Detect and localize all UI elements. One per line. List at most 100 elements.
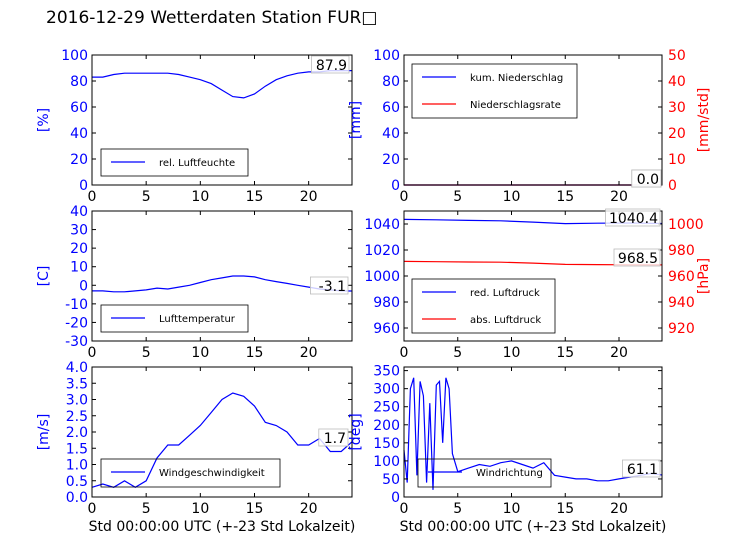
legend-box xyxy=(100,148,249,177)
series-line-wind_dir-0 xyxy=(403,377,663,490)
y-tick-label: 80 xyxy=(70,74,88,90)
x-tick-label: 10 xyxy=(191,345,209,361)
y-tick-label: 30 xyxy=(70,223,88,239)
legend-box xyxy=(100,458,281,488)
value-label: -3.1 xyxy=(319,279,346,295)
legend-box xyxy=(411,63,578,119)
legend-label: abs. Luftdruck xyxy=(470,315,541,326)
value-label-box xyxy=(318,428,349,447)
x-tick-label: 15 xyxy=(246,189,264,205)
x-tick-label: 0 xyxy=(88,189,97,205)
value-label-box xyxy=(605,208,661,227)
plot-frame xyxy=(403,54,663,186)
y-tick-label: 100 xyxy=(373,454,400,470)
legend-box xyxy=(417,458,552,488)
value-label: 1.7 xyxy=(324,431,346,447)
series-line-temperature-0 xyxy=(92,275,353,293)
y2-tick-label: 50 xyxy=(668,48,686,64)
y-tick-label: 10 xyxy=(70,260,88,276)
y-tick-label: 150 xyxy=(373,436,400,452)
x-axis-label: Std 00:00:00 UTC (+-23 Std Lokalzeit) xyxy=(400,519,667,535)
value-label: 968.5 xyxy=(618,251,658,267)
y-tick-label: 1.5 xyxy=(66,441,88,457)
plot-frame xyxy=(403,366,663,498)
x-tick-label: 15 xyxy=(246,501,264,517)
y-tick-label: 300 xyxy=(373,382,400,398)
legend-label: kum. Niederschlag xyxy=(470,73,563,84)
panel-precip: 0 5 10 15 20 0 20 40 60 80 100 0 10 20 30 40 50 [mm] [mm/s… xyxy=(348,48,712,205)
y-axis-label: [mm] xyxy=(348,101,364,139)
y-tick-label: 40 xyxy=(70,126,88,142)
legend-label: Windrichtung xyxy=(476,468,543,479)
x-tick-label: 15 xyxy=(556,345,574,361)
value-label-box xyxy=(310,55,350,74)
x-tick-label: 5 xyxy=(142,501,151,517)
y-tick-label: 960 xyxy=(373,321,400,337)
x-tick-label: 15 xyxy=(246,345,264,361)
y-tick-label: -20 xyxy=(65,315,88,331)
x-tick-label: 5 xyxy=(453,189,462,205)
x-tick-label: 0 xyxy=(88,501,97,517)
y2-tick-label: 980 xyxy=(668,243,695,259)
x-tick-label: 10 xyxy=(503,189,521,205)
y-axis-label: [C] xyxy=(36,266,52,287)
x-tick-label: 5 xyxy=(142,189,151,205)
x-tick-label: 10 xyxy=(191,189,209,205)
y2-tick-label: 1000 xyxy=(668,217,704,233)
legend-label: Niederschlagsrate xyxy=(470,100,561,111)
x-tick-label: 20 xyxy=(610,501,628,517)
value-label-box xyxy=(309,276,349,295)
x-tick-label: 15 xyxy=(556,501,574,517)
y-tick-label: 980 xyxy=(373,295,400,311)
x-tick-label: 15 xyxy=(556,189,574,205)
x-tick-label: 0 xyxy=(400,345,409,361)
y-axis-label: [%] xyxy=(36,108,52,132)
y-tick-label: 100 xyxy=(373,48,400,64)
y-tick-label: 50 xyxy=(382,472,400,488)
page-title: 2016-12-29 Wetterdaten Station FUR□ xyxy=(46,8,378,28)
y-tick-label: 1.0 xyxy=(66,458,88,474)
y-tick-label: -30 xyxy=(65,334,88,350)
y-tick-label: 1020 xyxy=(364,243,400,259)
x-tick-label: 20 xyxy=(300,501,318,517)
plot-frame xyxy=(91,54,353,186)
legend-label: rel. Luftfeuchte xyxy=(159,158,235,169)
y2-axis-label: [hPa] xyxy=(696,258,712,294)
y-tick-label: 20 xyxy=(382,152,400,168)
panel-humidity: 0 5 10 15 20 0 20 40 60 80 100 [%] rel. Luftfeuchte 8… xyxy=(36,48,353,205)
y-tick-label: 80 xyxy=(382,74,400,90)
value-label: 61.1 xyxy=(627,462,658,478)
y-tick-label: 2.0 xyxy=(66,425,88,441)
panel-wind_speed: 0 5 10 15 20 0.00.51.01.52.02.53.03.54.0 [m/s]… xyxy=(36,360,355,535)
y-axis-label: [m/s] xyxy=(36,414,52,451)
value-label: 1040.4 xyxy=(609,211,658,227)
y-tick-label: 60 xyxy=(382,100,400,116)
value-label-box xyxy=(631,169,662,188)
y2-tick-label: 960 xyxy=(668,269,695,285)
panel-pressure: 0 5 10 15 20 960 980 1000 1020 1040 920 940 960 980 10… xyxy=(364,208,712,361)
y-tick-label: 3.0 xyxy=(66,393,88,409)
y-tick-label: 0 xyxy=(79,178,88,194)
y2-tick-label: 920 xyxy=(668,321,695,337)
y-tick-label: 350 xyxy=(373,364,400,380)
value-label: 0.0 xyxy=(637,172,659,188)
legend-box xyxy=(411,278,556,334)
y-tick-label: 200 xyxy=(373,418,400,434)
y-tick-label: 2.5 xyxy=(66,409,88,425)
y-tick-label: 0.0 xyxy=(66,490,88,506)
y-tick-label: 250 xyxy=(373,400,400,416)
x-tick-label: 10 xyxy=(503,345,521,361)
y-tick-label: 0 xyxy=(79,278,88,294)
x-tick-label: 5 xyxy=(142,345,151,361)
x-tick-label: 5 xyxy=(453,501,462,517)
y2-tick-label: 10 xyxy=(668,152,686,168)
y-tick-label: 0 xyxy=(391,178,400,194)
y-tick-label: 0.5 xyxy=(66,474,88,490)
y-axis-label: [deg] xyxy=(348,413,364,450)
legend-label: Windgeschwindigkeit xyxy=(159,468,265,479)
y-tick-label: 0 xyxy=(391,490,400,506)
x-tick-label: 0 xyxy=(400,189,409,205)
legend-label: red. Luftdruck xyxy=(470,288,540,299)
